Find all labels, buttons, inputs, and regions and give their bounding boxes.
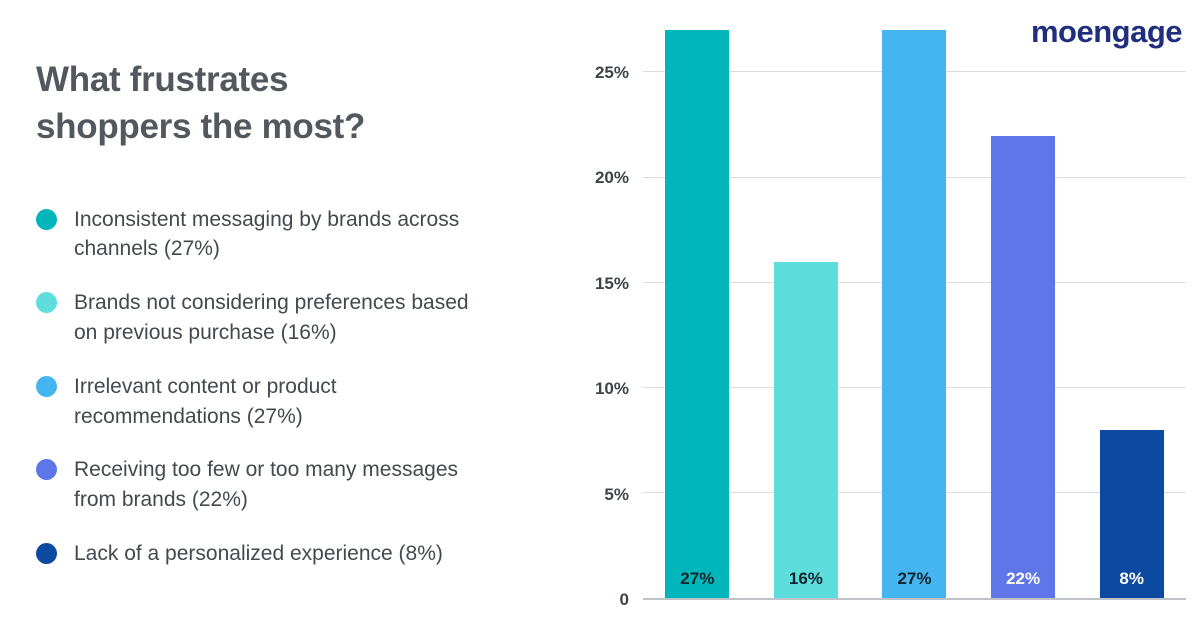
bar: 27% xyxy=(665,30,730,598)
y-axis-tick-label: 0 xyxy=(619,590,629,609)
legend-item: Receiving too few or too many messages f… xyxy=(36,455,486,515)
bar-value-label: 27% xyxy=(897,569,932,588)
left-panel: What frustrates shoppers the most? Incons… xyxy=(36,56,516,593)
legend-item-label: Brands not considering preferences based… xyxy=(74,291,469,344)
y-axis-tick-label: 15% xyxy=(594,273,629,293)
bar: 16% xyxy=(773,261,838,598)
plot-area: 27% 16% 27% 22% 8% xyxy=(643,22,1186,600)
bar-value-label: 8% xyxy=(1119,569,1144,588)
bar: 22% xyxy=(991,135,1056,598)
bar-value-label: 27% xyxy=(680,569,715,588)
legend-item-label: Lack of a personalized experience (8%) xyxy=(74,542,443,565)
title-line-1: What frustrates xyxy=(36,60,289,99)
legend-item: Inconsistent messaging by brands across … xyxy=(36,205,486,265)
legend-dot xyxy=(36,208,57,230)
bar-value-label: 22% xyxy=(1006,569,1041,588)
title-line-2: shoppers the most? xyxy=(36,107,366,147)
legend-item-label: Receiving too few or too many messages f… xyxy=(74,458,459,512)
bar-chart: 25% 20% 15% 10% 5% 0 27% 16% 27% 22% 8% xyxy=(565,0,1200,628)
legend-item: Lack of a personalized experience (8%) xyxy=(36,539,486,569)
y-axis-tick-label: 25% xyxy=(594,62,629,82)
moengage-logo: moengage xyxy=(1030,14,1183,49)
y-axis-tick-label: 10% xyxy=(594,379,629,399)
bar-value-label: 16% xyxy=(788,569,823,588)
y-axis: 25% 20% 15% 10% 5% 0 xyxy=(565,22,629,609)
legend-item-label: Irrelevant content or product recommenda… xyxy=(74,374,337,428)
legend-dot xyxy=(36,459,57,481)
bar: 8% xyxy=(1099,429,1164,598)
y-axis-tick-label: 5% xyxy=(604,484,629,504)
bar: 27% xyxy=(882,30,947,598)
page-title: What frustrates shoppers the most? xyxy=(36,56,516,151)
legend-item-label: Inconsistent messaging by brands across … xyxy=(74,207,460,261)
bars-group: 27% 16% 27% 22% 8% xyxy=(643,22,1186,598)
legend: Inconsistent messaging by brands across … xyxy=(36,205,516,569)
legend-dot xyxy=(36,292,57,314)
legend-dot xyxy=(36,375,57,397)
legend-item: Brands not considering preferences based… xyxy=(36,288,486,348)
y-axis-tick-label: 20% xyxy=(594,168,629,188)
legend-item: Irrelevant content or product recommenda… xyxy=(36,372,486,432)
legend-dot xyxy=(36,543,57,564)
